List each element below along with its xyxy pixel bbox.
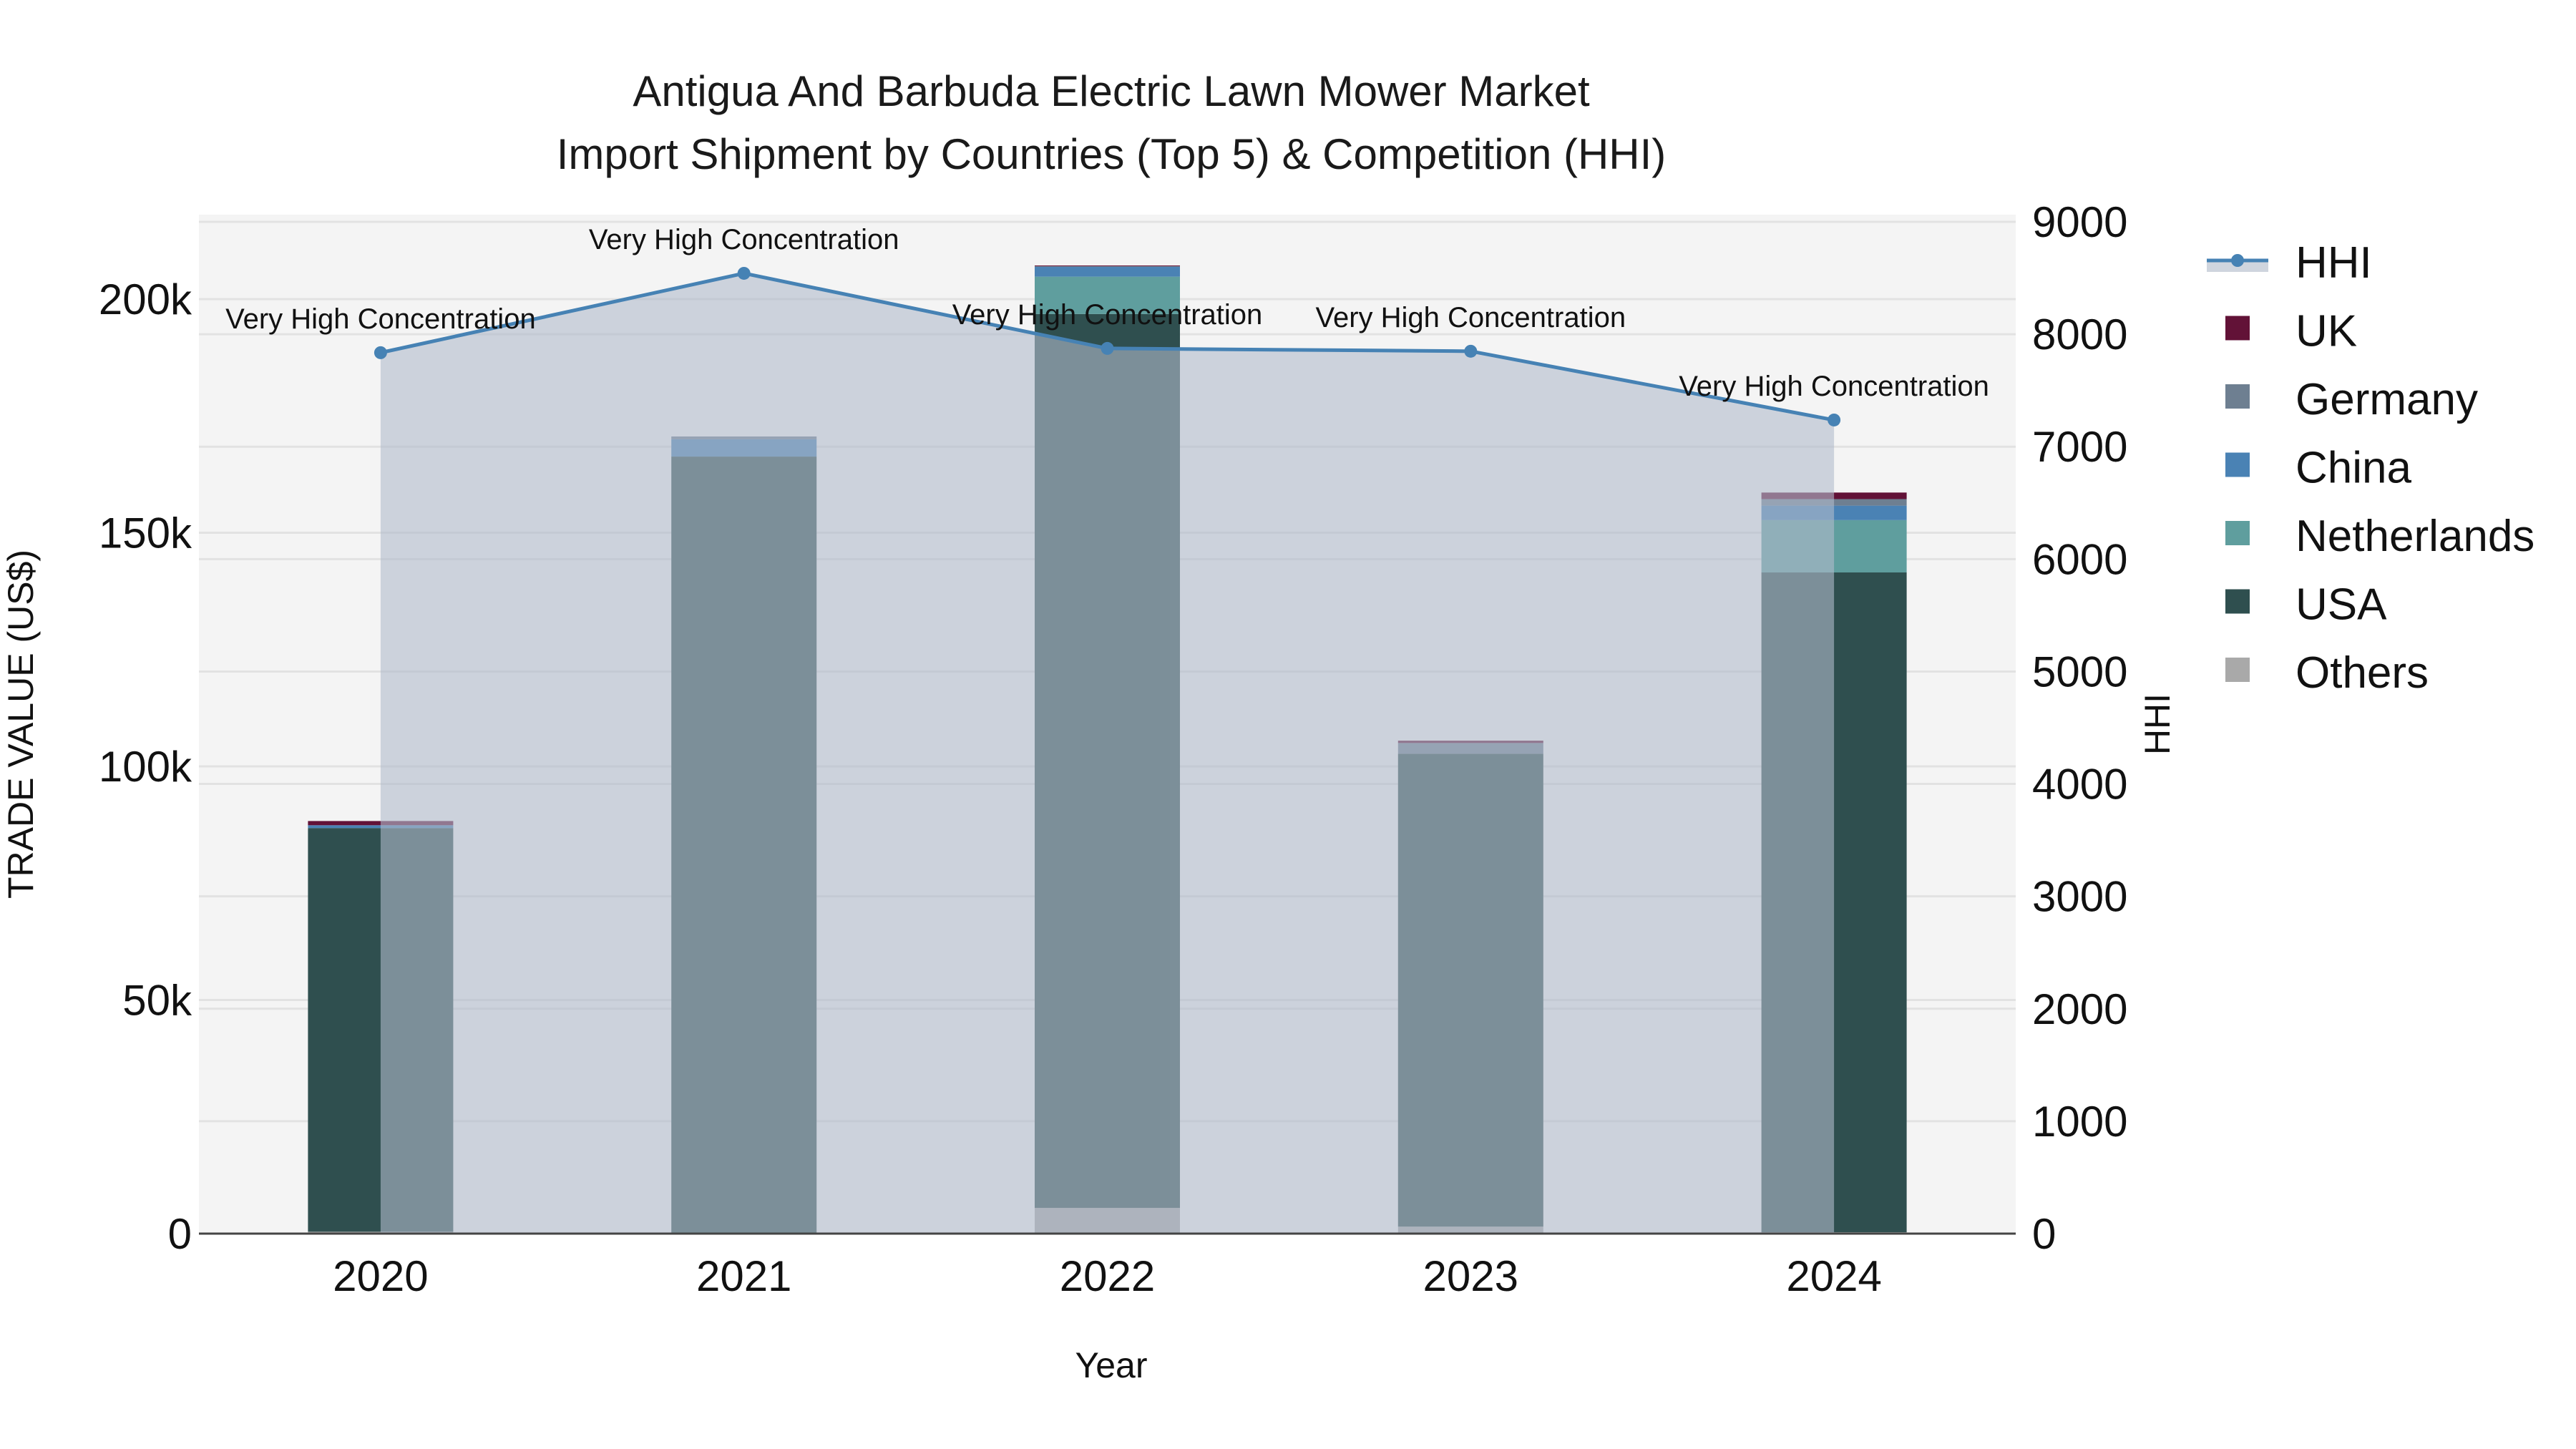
hhi-annotation: Very High Concentration — [225, 303, 536, 335]
legend-label: Netherlands — [2296, 512, 2534, 561]
legend-label: HHI — [2296, 238, 2372, 288]
legend-swatch-icon — [2225, 521, 2250, 545]
y-right-tick-label: 4000 — [2032, 761, 2127, 809]
y-right-tick-label: 9000 — [2032, 198, 2127, 246]
y-left-tick-label: 100k — [99, 743, 192, 791]
y-right-tick-label: 5000 — [2032, 648, 2127, 696]
legend-item-hhi[interactable]: HHI — [2207, 238, 2372, 288]
hhi-annotation: Very High Concentration — [1316, 302, 1626, 333]
y-right-tick-label: 7000 — [2032, 423, 2127, 471]
y-right-axis-title: HHI — [2137, 693, 2177, 755]
legend: HHI UK Germany China Netherlands USA Others — [2207, 238, 2534, 698]
x-axis: 2020 2021 2022 2023 2024 — [333, 1252, 1882, 1300]
hhi-marker — [737, 266, 751, 280]
legend-label: Others — [2296, 648, 2429, 698]
y-left-axis-title: TRADE VALUE (US$) — [1, 550, 41, 899]
y-right-tick-label: 2000 — [2032, 985, 2127, 1033]
chart-title-line2: Import Shipment by Countries (Top 5) & C… — [557, 130, 1667, 178]
hhi-annotation: Very High Concentration — [589, 224, 899, 255]
legend-swatch-icon — [2225, 589, 2250, 614]
hhi-marker — [1464, 344, 1478, 358]
hhi-area-overlay — [380, 273, 1835, 1234]
y-right-tick-label: 8000 — [2032, 311, 2127, 358]
y-right-tick-label: 3000 — [2032, 873, 2127, 921]
legend-label: China — [2296, 444, 2412, 493]
legend-swatch-icon — [2225, 316, 2250, 341]
y-left-tick-label: 150k — [99, 509, 192, 557]
y-left-tick-label: 200k — [99, 275, 192, 323]
legend-item-others[interactable]: Others — [2225, 648, 2429, 698]
bar-segment-netherlands — [1035, 276, 1180, 314]
legend-label: USA — [2296, 580, 2387, 630]
legend-swatch-icon — [2225, 384, 2250, 409]
hhi-annotation: Very High Concentration — [1679, 371, 1989, 402]
legend-item-usa[interactable]: USA — [2225, 580, 2387, 630]
y-right-tick-label: 6000 — [2032, 535, 2127, 583]
bar-segment-germany — [1035, 265, 1180, 267]
x-tick-label: 2021 — [696, 1252, 791, 1300]
x-tick-label: 2020 — [333, 1252, 428, 1300]
hhi-annotation: Very High Concentration — [952, 299, 1263, 331]
y-left-tick-label: 50k — [122, 977, 192, 1025]
x-tick-label: 2024 — [1786, 1252, 1881, 1300]
hhi-legend-marker-icon — [2231, 254, 2244, 267]
hhi-area — [380, 273, 1835, 1234]
hhi-line — [374, 266, 1841, 426]
x-tick-label: 2022 — [1060, 1252, 1155, 1300]
legend-label: UK — [2296, 307, 2357, 356]
y-right-tick-label: 0 — [2032, 1210, 2056, 1258]
hhi-marker — [1101, 341, 1114, 355]
legend-label: Germany — [2296, 375, 2478, 424]
hhi-annotations: Very High Concentration Very High Concent… — [225, 224, 1989, 402]
legend-swatch-icon — [2225, 452, 2250, 477]
bar-segment-china — [1035, 266, 1180, 277]
legend-item-netherlands[interactable]: Netherlands — [2225, 512, 2534, 561]
legend-item-china[interactable]: China — [2225, 444, 2412, 493]
x-axis-title: Year — [1075, 1345, 1147, 1385]
hhi-marker — [1828, 413, 1841, 426]
chart-title-line1: Antigua And Barbuda Electric Lawn Mower … — [633, 67, 1590, 115]
hhi-marker — [374, 346, 387, 359]
y-left-axis: 0 50k 100k 150k 200k — [99, 275, 192, 1258]
y-left-tick-label: 0 — [168, 1210, 192, 1258]
legend-swatch-icon — [2225, 658, 2250, 682]
legend-item-germany[interactable]: Germany — [2225, 375, 2478, 424]
bar-segment-uk — [1035, 265, 1180, 266]
y-right-axis: 0 1000 2000 3000 4000 5000 6000 7000 8000 9000 — [2032, 198, 2127, 1258]
legend-item-uk[interactable]: UK — [2225, 307, 2357, 356]
x-tick-label: 2023 — [1423, 1252, 1518, 1300]
y-right-tick-label: 1000 — [2032, 1098, 2127, 1146]
